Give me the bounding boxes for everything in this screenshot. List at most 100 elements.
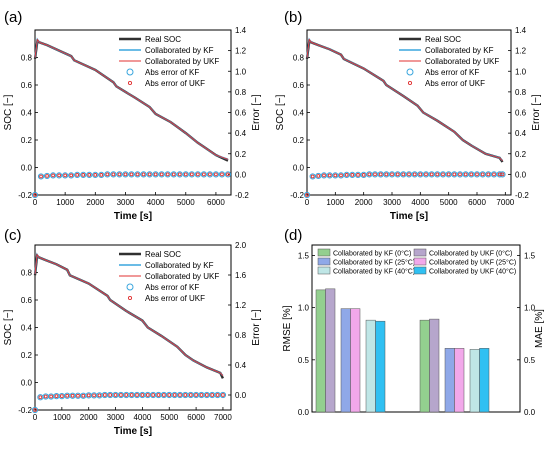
legend-marker — [127, 295, 133, 301]
marker-ukf-error — [113, 393, 118, 397]
legend-label: Abs error of KF — [425, 68, 479, 77]
y-tick-label: 0.2 — [293, 136, 305, 145]
marker-ukf-error — [140, 393, 145, 397]
legend-swatch — [317, 248, 331, 257]
x-tick-label: 7000 — [496, 198, 514, 207]
marker-ukf-error — [361, 173, 366, 177]
marker-kf-error — [80, 171, 87, 178]
legend-label: Abs error of KF — [145, 68, 199, 77]
marker-kf-error — [49, 172, 57, 179]
legend-swatch — [413, 257, 427, 266]
marker-ukf-error — [429, 172, 434, 177]
legend-label: Collaborated by KF (40°C) — [333, 268, 415, 276]
marker-ukf-error — [119, 393, 123, 397]
x-tick-label: 2000 — [355, 198, 373, 207]
marker-ukf-error — [310, 174, 315, 179]
marker-ukf-error — [123, 172, 128, 177]
legend-label: Collaborated by KF — [145, 261, 214, 270]
y-axis-label: RMSE [%] — [282, 305, 293, 351]
y-tick-label: 0.4 — [21, 324, 33, 333]
marker-ukf-error — [199, 393, 204, 397]
marker-kf-error — [309, 173, 316, 180]
y2-tick-label: 1.4 — [515, 26, 527, 35]
marker-ukf-error — [117, 172, 122, 177]
panel-label: (d) — [284, 227, 302, 244]
x-tick-label: 4000 — [147, 198, 165, 207]
marker-ukf-error — [93, 173, 98, 177]
y-tick-label: 0.6 — [21, 296, 33, 305]
marker-ukf-error — [373, 172, 377, 177]
marker-kf-error — [219, 391, 227, 399]
marker-kf-error — [134, 171, 141, 178]
x-tick-label: 6000 — [187, 413, 205, 422]
y2-tick-label: 0.0 — [524, 408, 536, 417]
marker-ukf-error — [356, 173, 360, 177]
marker-kf-error — [62, 172, 69, 179]
marker-ukf-error — [145, 393, 150, 397]
marker-ukf-error — [156, 393, 161, 397]
y-tick-label: -0.2 — [290, 191, 304, 200]
y2-tick-label: 1.2 — [235, 301, 247, 310]
marker-ukf-error — [63, 173, 68, 178]
y2-tick-label: 1.0 — [515, 67, 527, 76]
marker-ukf-error — [147, 172, 152, 177]
panel-label: (a) — [4, 9, 22, 26]
panel-b: (b)0 1000 2000 3000 4000 5000 6000 7000-0.20.00… — [275, 9, 542, 222]
marker-ukf-error — [407, 172, 411, 177]
legend-marker — [126, 283, 134, 291]
marker-kf-error — [37, 173, 45, 180]
y2-tick-label: 0.5 — [524, 356, 536, 365]
y2-tick-label: 1.6 — [235, 271, 247, 280]
marker-ukf-error — [492, 172, 496, 177]
y-tick-label: 0.2 — [21, 351, 33, 360]
marker-ukf-error — [81, 393, 86, 398]
marker-kf-error — [360, 171, 367, 178]
marker-kf-error — [110, 171, 117, 178]
y-tick-label: 0.5 — [298, 356, 310, 365]
marker-ukf-error — [165, 172, 170, 177]
y2-tick-label: 0.6 — [515, 109, 527, 118]
legend-swatch — [317, 257, 331, 266]
legend-label: Collaborated by KF (25°C) — [333, 259, 415, 267]
legend-label: Collaborated by KF — [145, 46, 214, 55]
y2-axis-label: MAE [%] — [534, 309, 545, 348]
y2-axis-label: Error [−] — [251, 94, 262, 131]
marker-kf-error — [128, 171, 135, 178]
marker-kf-error — [176, 171, 183, 178]
marker-ukf-error — [33, 193, 37, 197]
marker-ukf-error — [210, 393, 215, 397]
y2-tick-label: -0.2 — [515, 191, 529, 200]
marker-kf-error — [303, 191, 311, 199]
marker-ukf-error — [177, 172, 182, 177]
marker-ukf-error — [86, 393, 91, 398]
legend-label: Abs error of KF — [145, 283, 199, 292]
marker-ukf-error — [124, 393, 129, 397]
marker-ukf-error — [183, 172, 188, 177]
marker-ukf-error — [171, 172, 176, 177]
marker-ukf-error — [172, 393, 177, 397]
marker-ukf-error — [204, 393, 209, 397]
marker-ukf-error — [305, 193, 309, 197]
marker-ukf-error — [469, 172, 474, 177]
series-line-2 — [306, 38, 503, 161]
marker-kf-error — [499, 171, 506, 178]
panel-d: (d) 0.0 0.5 1.0 1.5 0.0 0.5 1.0 1.5 RMSE [%] MAE [… — [282, 227, 545, 417]
legend-label: Abs error of UKF — [145, 79, 205, 88]
marker-kf-error — [140, 171, 147, 178]
marker-kf-error — [496, 171, 503, 178]
marker-ukf-error — [57, 173, 61, 178]
marker-ukf-error — [162, 393, 166, 397]
y2-tick-label: 0.2 — [235, 150, 247, 159]
x-tick-label: 5000 — [160, 413, 178, 422]
marker-kf-error — [315, 172, 322, 180]
y-tick-label: 0.2 — [21, 136, 33, 145]
marker-ukf-error — [111, 172, 116, 177]
plot-frame — [311, 244, 521, 413]
marker-ukf-error — [486, 172, 491, 177]
y-axis-label: SOC [−] — [3, 309, 14, 345]
y-tick-label: 0.8 — [21, 54, 33, 63]
marker-kf-error — [194, 171, 201, 178]
y-tick-label: 0.0 — [21, 379, 33, 388]
marker-ukf-error — [188, 393, 193, 397]
